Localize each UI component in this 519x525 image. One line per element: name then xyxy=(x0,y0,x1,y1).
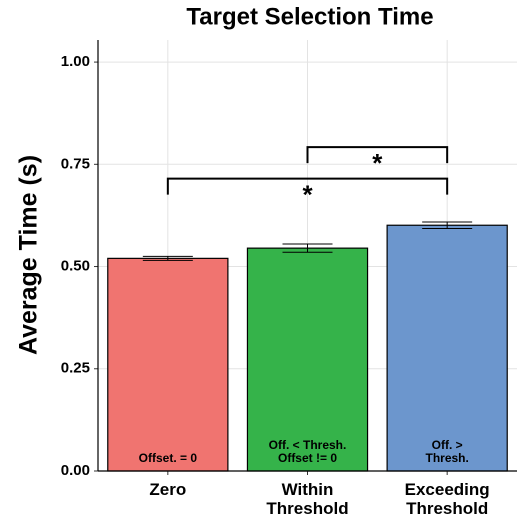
y-tick-label: 0.25 xyxy=(61,360,90,377)
x-tick-label: Within Threshold xyxy=(266,480,349,518)
bar xyxy=(107,257,229,472)
bar-label: Off. > Thresh. xyxy=(425,438,469,466)
y-tick-label: 1.00 xyxy=(61,53,90,70)
y-axis-label: Average Time (s) xyxy=(15,155,43,355)
bar-label: Off. < Thresh. Offset != 0 xyxy=(268,438,347,466)
significance-bracket xyxy=(166,177,449,195)
y-tick-label: 0.00 xyxy=(61,462,90,479)
bar-label: Offset. = 0 xyxy=(138,451,198,465)
bar xyxy=(386,224,508,472)
chart-title: Target Selection Time xyxy=(186,3,433,30)
significance-bracket xyxy=(306,146,449,164)
bar xyxy=(246,247,369,472)
x-tick-label: Exceeding Threshold xyxy=(404,480,490,518)
y-tick-label: 0.75 xyxy=(61,155,90,172)
x-tick-label: Zero xyxy=(149,480,187,499)
significance-label: * xyxy=(302,179,313,209)
significance-label: * xyxy=(372,148,383,178)
y-tick-label: 0.50 xyxy=(61,258,90,275)
